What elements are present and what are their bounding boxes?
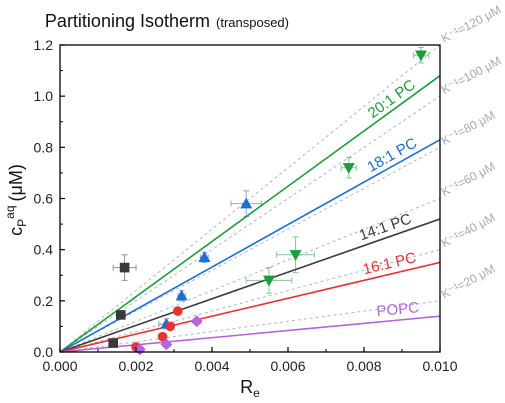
reference-line-label-5: K⁻¹=100 μM — [439, 54, 504, 97]
fit-line-14-1-pc — [60, 218, 440, 352]
x-axis-label-main: R — [240, 377, 253, 397]
data-point-20-1-pc-3 — [342, 163, 355, 174]
data-point-20-1-pc-4 — [414, 50, 428, 62]
y-axis-label-superscript: aq — [3, 205, 17, 218]
x-axis-label: Re — [240, 377, 260, 400]
reference-line-label-6: K⁻¹=120 μM — [439, 2, 504, 45]
y-tick-label-3: 0.4 — [34, 242, 54, 258]
reference-lines — [60, 45, 440, 352]
y-axis-label: cPaq (μM) — [3, 164, 29, 236]
x-tick-label-6: 0.010 — [422, 358, 457, 374]
y-tick-label-5: 0.8 — [34, 139, 54, 155]
y-tick-label-6: 1.0 — [34, 88, 54, 104]
data-point-18-1-pc-3 — [198, 251, 211, 263]
x-tick-label-4: 0.006 — [270, 358, 305, 374]
reference-line-label-4: K⁻¹=80 μM — [439, 108, 498, 148]
y-axis-ticks: 0.0 0.2 0.4 0.6 0.8 1.0 1.2 — [34, 37, 65, 360]
data-point-16-1-pc-3 — [165, 321, 175, 332]
data-point-popc-2 — [160, 338, 173, 351]
data-point-20-1-pc-2 — [289, 250, 302, 261]
series-label-14-1-pc: 14:1 PC — [357, 210, 414, 244]
x-tick-label-1: 0.000 — [42, 358, 77, 374]
x-axis-ticks: 0.000 0.002 0.004 0.006 0.008 0.010 — [42, 347, 458, 374]
fit-line-16-1-pc — [60, 261, 440, 352]
fit-line-18-1-pc — [60, 138, 440, 352]
reference-line-5 — [60, 95, 440, 352]
y-axis-label-main: c — [6, 227, 26, 236]
data-point-14-1-pc-1 — [108, 338, 118, 348]
x-tick-label-3: 0.004 — [194, 358, 229, 374]
x-tick-label-2: 0.002 — [118, 358, 153, 374]
data-point-14-1-pc-3 — [119, 262, 130, 273]
fit-line-20-1-pc — [60, 75, 440, 352]
data-point-16-1-pc-2 — [157, 331, 168, 342]
reference-line-1 — [60, 300, 440, 352]
series-label-popc: POPC — [376, 299, 420, 320]
chart-subtitle: (transposed) — [216, 15, 289, 30]
data-point-14-1-pc-2 — [116, 310, 126, 320]
data-point-18-1-pc-4 — [240, 197, 253, 209]
data-point-18-1-pc-2 — [175, 289, 188, 301]
reference-line-label-1: K⁻¹=20 μM — [439, 261, 498, 301]
data-point-popc-3 — [190, 315, 203, 328]
data-point-20-1-pc-1 — [262, 275, 276, 287]
y-tick-label-2: 0.2 — [34, 293, 54, 309]
reference-line-labels: K⁻¹=20 μM K⁻¹=40 μM K⁻¹=60 μM K⁻¹=80 μM K⁻¹=… — [439, 2, 504, 301]
chart-title: Partitioning Isotherm — [45, 11, 210, 31]
fit-line-popc — [60, 315, 440, 352]
data-point-16-1-pc-4 — [173, 306, 183, 316]
y-tick-label-7: 1.2 — [34, 37, 54, 53]
x-tick-label-5: 0.008 — [346, 358, 381, 374]
x-axis-label-subscript: e — [253, 386, 260, 400]
y-axis-label-subscript: P — [15, 219, 29, 227]
reference-line-3 — [60, 198, 440, 352]
y-tick-label-4: 0.6 — [34, 191, 54, 207]
y-axis-label-unit: (μM) — [6, 164, 26, 201]
reference-line-label-2: K⁻¹=40 μM — [439, 210, 498, 250]
y-tick-label-1: 0.0 — [34, 344, 54, 360]
reference-line-label-3: K⁻¹=60 μM — [439, 159, 498, 199]
